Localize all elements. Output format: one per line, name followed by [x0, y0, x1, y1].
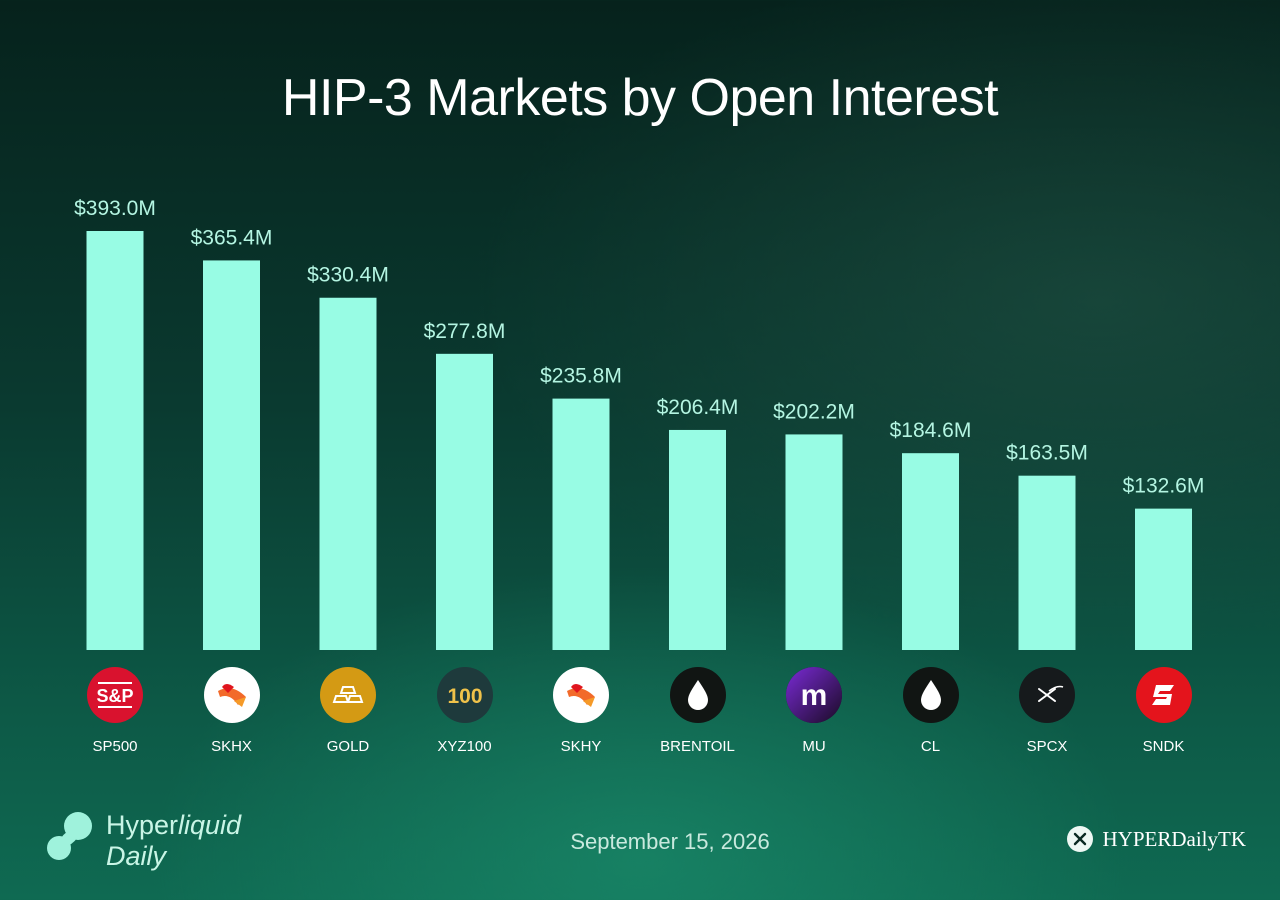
tick-label-brentoil: BRENTOIL — [660, 738, 735, 755]
brand-word-liquid: liquid — [178, 810, 242, 840]
bar-brentoil — [669, 429, 726, 650]
bar-sndk — [1135, 508, 1192, 650]
skhx-icon — [203, 667, 260, 723]
value-label-gold: $330.4M — [307, 264, 389, 287]
tick-label-mu: MU — [802, 738, 825, 755]
hyperliquid-logo-icon — [47, 812, 92, 860]
value-label-spcx: $163.5M — [1006, 442, 1088, 465]
tick-label-spcx: SPCX — [1027, 738, 1068, 755]
value-label-brentoil: $206.4M — [657, 396, 739, 419]
value-label-cl: $184.6M — [890, 419, 972, 442]
cl-drop-icon — [902, 667, 959, 723]
brentoil-drop-icon — [669, 667, 726, 723]
brand-word-hyper: Hyper — [106, 810, 179, 840]
bar-skhy — [552, 398, 610, 650]
brand-name: Hyperliquid Daily — [106, 810, 286, 872]
mu-icon: m — [786, 667, 842, 723]
tick-label-xyz100: XYZ100 — [437, 738, 491, 755]
value-label-sndk: $132.6M — [1123, 475, 1205, 498]
brand-word-daily: Daily — [106, 841, 167, 871]
skhy-icon — [553, 667, 609, 723]
tick-label-gold: GOLD — [327, 738, 370, 755]
value-label-skhy: $235.8M — [540, 365, 622, 388]
bar-spcx — [1018, 475, 1076, 650]
tick-label-cl: CL — [921, 738, 940, 755]
gold-icon — [320, 667, 376, 723]
svg-text:100: 100 — [447, 685, 482, 708]
date-label: September 15, 2026 — [570, 829, 770, 854]
value-label-sp500: $393.0M — [74, 197, 156, 220]
xyz100-icon: 100 — [436, 667, 493, 723]
sndk-icon — [1135, 667, 1192, 723]
handle-text: HYPERDailyTK — [1102, 826, 1247, 851]
bar-gold — [319, 297, 377, 650]
x-logo-icon — [1066, 826, 1093, 852]
value-label-skhx: $365.4M — [191, 226, 273, 249]
value-label-xyz100: $277.8M — [424, 320, 506, 343]
bar-cl — [902, 453, 959, 650]
bar-xyz100 — [436, 353, 493, 650]
bar-sp500 — [86, 231, 144, 650]
svg-text:S&P: S&P — [96, 686, 133, 706]
brand-block: Hyperliquid Daily — [44, 810, 241, 871]
chart-title: HIP-3 Markets by Open Interest — [281, 69, 999, 127]
social-handle[interactable]: HYPERDailyTK — [1066, 826, 1247, 852]
tick-label-skhx: SKHX — [211, 738, 252, 755]
tick-label-sp500: SP500 — [92, 738, 137, 755]
value-label-mu: $202.2M — [773, 400, 855, 423]
sp500-icon: S&P — [87, 667, 143, 723]
svg-text:m: m — [801, 679, 828, 712]
tick-label-skhy: SKHY — [561, 738, 602, 755]
bar-skhx — [203, 260, 260, 650]
spcx-icon — [1019, 667, 1075, 723]
bar-mu — [785, 434, 843, 650]
tick-label-sndk: SNDK — [1143, 738, 1185, 755]
